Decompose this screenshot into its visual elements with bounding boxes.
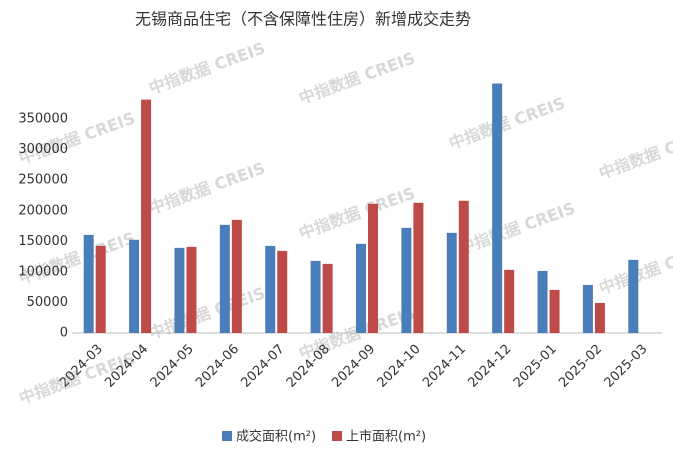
- bar: [219, 224, 230, 333]
- bar: [310, 260, 321, 333]
- bar: [95, 245, 106, 333]
- bar: [186, 246, 197, 333]
- bar: [277, 250, 288, 333]
- bar: [129, 239, 140, 333]
- legend-swatch: [332, 431, 342, 441]
- watermark: 中指数据 CREIS: [296, 48, 417, 108]
- y-tick-label: 350000: [18, 112, 68, 127]
- y-tick-label: 0: [60, 326, 68, 341]
- watermark: 中指数据 CREIS: [146, 158, 267, 218]
- y-tick-label: 100000: [18, 264, 68, 279]
- bar: [141, 99, 152, 333]
- bar: [368, 203, 378, 333]
- bar: [628, 259, 639, 333]
- bar: [582, 284, 593, 333]
- legend-swatch: [222, 431, 232, 441]
- bar: [504, 269, 515, 333]
- legend-label: 成交面积(m²): [236, 429, 316, 445]
- bar: [458, 200, 469, 333]
- y-tick-label: 250000: [18, 173, 68, 188]
- x-tick-label: 2024-05: [148, 342, 197, 391]
- bar: [356, 243, 366, 333]
- watermark: 中指数据 CREIS: [446, 93, 567, 153]
- bar: [322, 263, 333, 333]
- y-tick-label: 300000: [18, 142, 68, 157]
- bar: [174, 247, 185, 333]
- watermark: 中指数据 CREIS: [456, 198, 577, 258]
- x-tick-label: 2024-12: [465, 342, 514, 391]
- x-tick-label: 2024-07: [239, 342, 288, 391]
- watermark: 中指数据 CREIS: [296, 183, 417, 243]
- x-tick-label: 2025-02: [556, 342, 605, 391]
- chart-title: 无锡商品住宅（不含保障性住房）新增成交走势: [135, 10, 471, 29]
- watermark: 中指数据 CREIS: [146, 38, 267, 98]
- bar: [413, 202, 424, 333]
- bar: [537, 270, 548, 333]
- bar: [446, 232, 457, 333]
- x-tick-label: 2024-10: [375, 342, 424, 391]
- y-tick-label: 50000: [27, 295, 68, 310]
- bar: [549, 289, 560, 333]
- y-tick-label: 200000: [18, 203, 68, 218]
- legend-label: 上市面积(m²): [346, 429, 426, 445]
- x-tick-label: 2024-06: [193, 342, 242, 391]
- bar: [231, 219, 242, 333]
- x-tick-label: 2025-01: [511, 342, 560, 391]
- bar: [83, 234, 94, 333]
- y-tick-label: 150000: [18, 234, 68, 249]
- bar: [594, 302, 605, 333]
- bar: [492, 83, 503, 334]
- bar: [401, 227, 412, 333]
- bar: [265, 245, 276, 333]
- x-tick-label: 2025-03: [602, 342, 651, 391]
- x-tick-label: 2024-11: [420, 342, 469, 391]
- watermark: 中指数据 CREIS: [146, 283, 267, 343]
- watermark: 中指数据 CREIS: [596, 123, 673, 183]
